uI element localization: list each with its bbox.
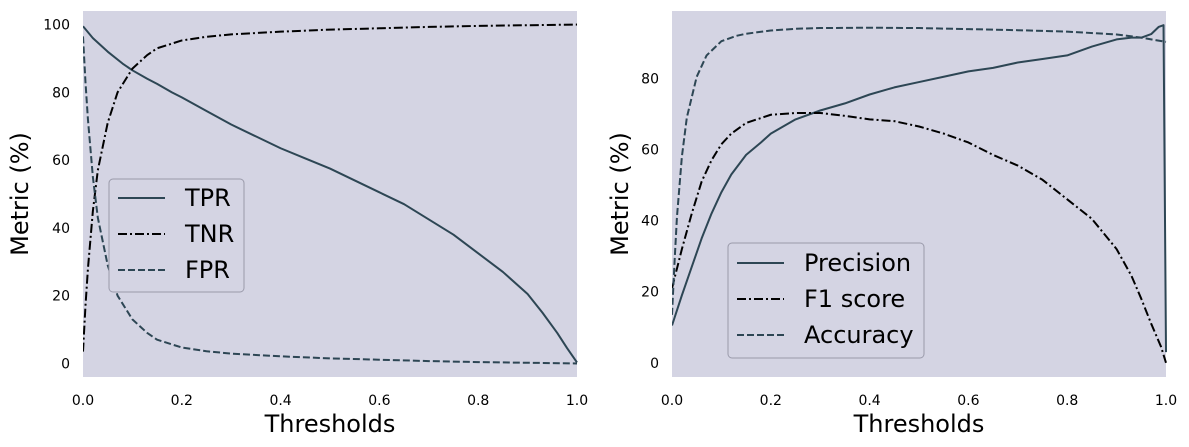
y-tick-label: 20 xyxy=(52,289,70,305)
legend-box xyxy=(108,178,245,293)
y-tick-label: 40 xyxy=(641,214,659,230)
legend-label: FPR xyxy=(185,256,230,284)
y-tick-label: 40 xyxy=(52,221,70,237)
legend-label: F1 score xyxy=(804,285,905,313)
y-tick-label: 60 xyxy=(641,143,659,159)
y-tick-label: 80 xyxy=(641,72,659,88)
chart-1: 0.0 0.2 0.4 0.6 0.8 1.0 0 20 40 60 80 100 Thresholds… xyxy=(6,11,588,438)
y-tick-label: 0 xyxy=(61,356,70,372)
y-tick-label: 100 xyxy=(43,18,70,34)
legend-label: TNR xyxy=(184,220,234,248)
legend: Precision F1 score Accuracy xyxy=(727,242,925,359)
y-axis-label: Metric (%) xyxy=(6,132,34,256)
y-tick-label: 80 xyxy=(52,85,70,101)
x-tick-label: 0.2 xyxy=(760,393,782,409)
x-tick-label: 0.4 xyxy=(269,393,291,409)
x-tick-label: 0.2 xyxy=(171,393,193,409)
series-line-1 xyxy=(672,24,1167,353)
x-tick-label: 0.0 xyxy=(661,393,683,409)
x-tick-label: 1.0 xyxy=(1155,393,1177,409)
x-tick-label: 1.0 xyxy=(566,393,588,409)
series-line-2 xyxy=(83,23,578,352)
x-axis-label: Thresholds xyxy=(853,410,985,438)
chart-2: 0.0 0.2 0.4 0.6 0.8 1.0 0 20 40 60 80 Thresholds Met… xyxy=(606,11,1177,438)
x-tick-label: 0.0 xyxy=(72,393,94,409)
x-axis-label: Thresholds xyxy=(264,410,396,438)
legend-label: Precision xyxy=(804,249,911,277)
series-line-2 xyxy=(672,111,1167,364)
series-line-3 xyxy=(672,26,1167,315)
legend-label: TPR xyxy=(184,184,231,212)
y-tick-label: 60 xyxy=(52,153,70,169)
y-tick-label: 0 xyxy=(650,356,659,372)
legend-label: Accuracy xyxy=(804,321,914,349)
x-tick-label: 0.4 xyxy=(858,393,880,409)
series-line-3 xyxy=(83,36,578,365)
series-line-1 xyxy=(83,25,578,364)
x-tick-label: 0.6 xyxy=(368,393,390,409)
legend-box xyxy=(727,242,925,359)
x-tick-label: 0.6 xyxy=(957,393,979,409)
x-tick-label: 0.8 xyxy=(467,393,489,409)
y-tick-label: 20 xyxy=(641,285,659,301)
legend: TPR TNR FPR xyxy=(108,178,245,293)
x-tick-label: 0.8 xyxy=(1056,393,1078,409)
y-axis-label: Metric (%) xyxy=(606,132,634,256)
